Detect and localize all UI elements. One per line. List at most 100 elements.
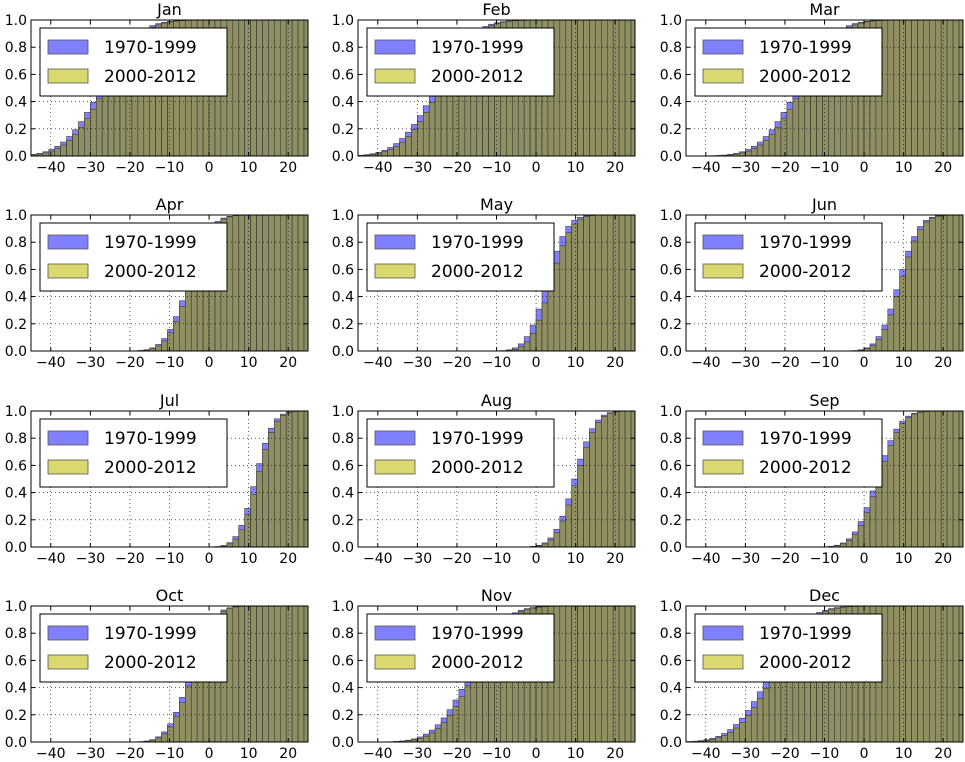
bar-overlap bbox=[244, 20, 251, 156]
bar-overlap bbox=[589, 215, 596, 351]
bar-overlap bbox=[101, 87, 109, 156]
bar-overlap bbox=[291, 606, 299, 742]
bar-overlap bbox=[940, 20, 948, 156]
y-tick-label: 0.8 bbox=[5, 235, 27, 251]
chart-panel-feb: −40 −30 −20 −10 0 10 20 0.0 0.2 0.4 0.6 0.8 1.0 Feb 19… bbox=[332, 0, 636, 176]
bar-overlap bbox=[911, 240, 918, 351]
y-tick-label: 0.0 bbox=[660, 344, 682, 360]
y-tick-label: 0.0 bbox=[332, 540, 354, 556]
bar-overlap bbox=[285, 20, 293, 156]
bar-overlap bbox=[875, 339, 883, 351]
legend-swatch bbox=[702, 625, 744, 641]
bar-overlap bbox=[946, 215, 954, 351]
bar-overlap bbox=[887, 314, 895, 351]
y-tick-label: 0.8 bbox=[332, 431, 354, 447]
bar-1970-1999 bbox=[637, 606, 643, 742]
y-tick-label: 0.6 bbox=[332, 458, 354, 474]
bar-overlap bbox=[762, 140, 770, 156]
bar-overlap bbox=[940, 606, 948, 742]
bar-overlap bbox=[256, 20, 263, 156]
x-tick-label: −30 bbox=[76, 355, 106, 371]
x-tick-label: −30 bbox=[76, 551, 106, 567]
bar-overlap bbox=[428, 732, 436, 742]
bar-overlap bbox=[303, 215, 308, 351]
bar-1970-1999 bbox=[637, 215, 643, 351]
y-tick-label: 0.6 bbox=[332, 67, 354, 83]
x-tick-label: −40 bbox=[691, 355, 721, 371]
x-tick-label: 10 bbox=[895, 746, 913, 762]
bar-overlap bbox=[559, 245, 567, 351]
bar-overlap bbox=[232, 215, 240, 351]
y-tick-label: 1.0 bbox=[5, 599, 27, 615]
y-tick-label: 0.8 bbox=[660, 235, 682, 251]
bar-overlap bbox=[571, 223, 578, 351]
x-tick-label: 20 bbox=[934, 355, 952, 371]
bar-overlap bbox=[48, 150, 56, 156]
x-tick-label: −30 bbox=[76, 160, 106, 176]
bar-overlap bbox=[559, 520, 567, 547]
x-tick-label: −20 bbox=[770, 355, 800, 371]
bar-overlap bbox=[274, 20, 281, 156]
bar-overlap bbox=[565, 20, 572, 156]
bar-overlap bbox=[161, 340, 168, 351]
bar-overlap bbox=[601, 20, 608, 156]
bar-overlap bbox=[762, 687, 770, 742]
legend-swatch bbox=[702, 263, 744, 279]
bar-overlap bbox=[911, 413, 918, 547]
bar-overlap bbox=[553, 532, 561, 547]
bar-overlap bbox=[798, 87, 806, 156]
bar-overlap bbox=[291, 215, 299, 351]
bar-overlap bbox=[612, 215, 620, 351]
x-tick-label: 20 bbox=[606, 355, 624, 371]
x-tick-label: −30 bbox=[731, 355, 761, 371]
bar-overlap bbox=[601, 606, 608, 742]
bar-overlap bbox=[274, 421, 281, 547]
bar-overlap bbox=[887, 445, 895, 547]
x-tick-label: 10 bbox=[567, 160, 585, 176]
bar-overlap bbox=[618, 411, 626, 547]
y-tick-label: 1.0 bbox=[660, 599, 682, 615]
bar-overlap bbox=[565, 504, 572, 547]
bar-overlap bbox=[185, 685, 192, 742]
legend-label: 1970-1999 bbox=[431, 429, 524, 449]
bar-overlap bbox=[637, 411, 643, 547]
y-tick-label: 0.0 bbox=[5, 149, 27, 165]
x-tick-label: 0 bbox=[532, 355, 541, 371]
bar-overlap bbox=[630, 20, 635, 156]
bar-overlap bbox=[54, 148, 61, 156]
x-tick-label: −20 bbox=[115, 746, 145, 762]
y-tick-label: 0.4 bbox=[332, 290, 354, 306]
legend-label: 1970-1999 bbox=[104, 624, 197, 644]
bar-overlap bbox=[95, 98, 103, 156]
y-tick-label: 0.0 bbox=[5, 540, 27, 556]
chart-panel-mar: −40 −30 −20 −10 0 10 20 0.0 0.2 0.4 0.6 0.8 1.0 Mar 19… bbox=[660, 0, 964, 176]
panel-title: Aug bbox=[481, 391, 512, 410]
bar-overlap bbox=[845, 540, 853, 547]
x-tick-label: −40 bbox=[691, 160, 721, 176]
bar-overlap bbox=[393, 146, 400, 156]
legend-label: 1970-1999 bbox=[104, 233, 197, 253]
bar-overlap bbox=[250, 20, 257, 156]
bar-overlap bbox=[630, 215, 635, 351]
y-tick-label: 0.4 bbox=[332, 95, 354, 111]
bar-overlap bbox=[422, 112, 430, 156]
bar-overlap bbox=[780, 118, 788, 156]
bar-overlap bbox=[232, 606, 240, 742]
bar-overlap bbox=[875, 478, 883, 547]
y-tick-label: 0.6 bbox=[660, 653, 682, 669]
bar-overlap bbox=[768, 677, 776, 742]
bar-overlap bbox=[173, 321, 180, 351]
bar-overlap bbox=[869, 496, 877, 547]
legend: 1970-1999 2000-2012 bbox=[694, 27, 883, 97]
bar-overlap bbox=[923, 411, 930, 547]
bar-overlap bbox=[899, 275, 906, 351]
bar-overlap bbox=[297, 606, 305, 742]
bar-overlap bbox=[279, 606, 287, 742]
legend-swatch bbox=[374, 263, 416, 279]
y-tick-label: 0.2 bbox=[332, 708, 354, 724]
bar-overlap bbox=[940, 411, 948, 547]
legend: 1970-1999 2000-2012 bbox=[694, 613, 883, 683]
x-tick-label: 20 bbox=[279, 160, 297, 176]
bar-overlap bbox=[624, 606, 632, 742]
bar-overlap bbox=[256, 215, 263, 351]
